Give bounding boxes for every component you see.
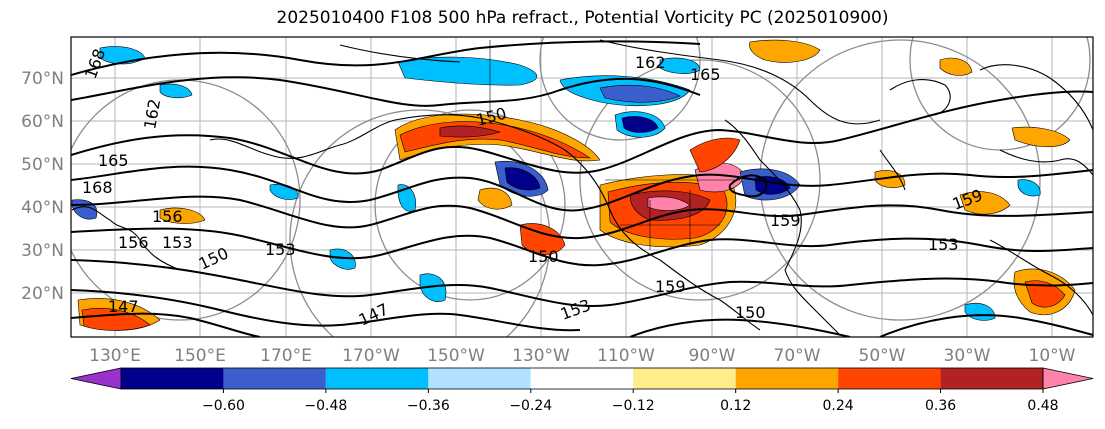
contour-label: 153 (928, 235, 959, 254)
lat-label: 40°N (21, 198, 64, 218)
contour-label: 147 (108, 297, 139, 316)
lon-label: 150°W (427, 346, 485, 366)
lon-label: 170°W (342, 346, 400, 366)
colorbar-frame (120, 367, 1044, 390)
lon-label: 130°W (512, 346, 570, 366)
contour-label: 156 (152, 207, 183, 226)
colorbar-tick-label: 0.24 (823, 398, 854, 414)
colorbar-swatch (838, 368, 941, 389)
colorbar-extend-high (1042, 367, 1094, 390)
colorbar-tick-label: −0.60 (202, 398, 245, 414)
contour-label: 153 (162, 233, 193, 252)
lon-label: 150°E (174, 346, 226, 366)
lon-label: 70°W (774, 346, 821, 366)
contour-label: 150 (528, 247, 559, 266)
lon-label: 10°W (1029, 346, 1076, 366)
map-title: 2025010400 F108 500 hPa refract., Potent… (276, 8, 889, 28)
colorbar-tick-label: 0.48 (1027, 398, 1058, 414)
contour-label: 159 (770, 211, 801, 230)
lat-label: 20°N (21, 284, 64, 304)
lon-label: 50°W (859, 346, 906, 366)
colorbar-tick-label: −0.24 (509, 398, 552, 414)
colorbar-tick-label: 0.36 (925, 398, 956, 414)
lon-label: 110°W (597, 346, 655, 366)
colorbar-swatch (633, 368, 736, 389)
contour-label: 162 (635, 53, 666, 72)
borders (489, 40, 740, 250)
lat-label: 30°N (21, 241, 64, 261)
latitude-labels: 70°N 60°N 50°N 40°N 30°N 20°N (21, 69, 64, 304)
colorbar-swatch (940, 368, 1043, 389)
colorbar-tick-label: 0.12 (720, 398, 751, 414)
colorbar-tick-label: −0.12 (612, 398, 655, 414)
coastlines (71, 39, 1093, 336)
colorbar: −0.60 −0.48 −0.36 −0.24 −0.12 0.12 0.24 0.36 0.4… (70, 367, 1094, 414)
contour-label: 165 (690, 65, 721, 84)
contour-label: 153 (265, 240, 296, 259)
contour-label: 159 (655, 277, 686, 296)
colorbar-swatch (325, 368, 429, 389)
lon-label: 170°E (260, 346, 312, 366)
colorbar-swatch (735, 368, 839, 389)
longitude-labels: 130°E 150°E 170°E 170°W 150°W 130°W 110°… (89, 346, 1076, 366)
colorbar-swatch (530, 368, 634, 389)
lat-label: 70°N (21, 69, 64, 89)
colorbar-tick-label: −0.36 (407, 398, 450, 414)
lon-label: 90°W (689, 346, 736, 366)
height-contours (71, 40, 1093, 337)
lat-label: 60°N (21, 112, 64, 132)
plot-frame (70, 36, 1094, 338)
contour-label: 150 (735, 303, 766, 322)
contour-label: 168 (82, 178, 113, 197)
contour-label: 165 (98, 151, 129, 170)
lat-label: 50°N (21, 155, 64, 175)
colorbar-tick-label: −0.48 (304, 398, 347, 414)
lon-label: 130°E (89, 346, 141, 366)
lon-label: 30°W (944, 346, 991, 366)
contour-label: 156 (118, 233, 149, 252)
colorbar-extend-low (70, 367, 122, 390)
colorbar-swatch (223, 368, 326, 389)
colorbar-swatch (121, 368, 224, 389)
colorbar-swatch (428, 368, 531, 389)
